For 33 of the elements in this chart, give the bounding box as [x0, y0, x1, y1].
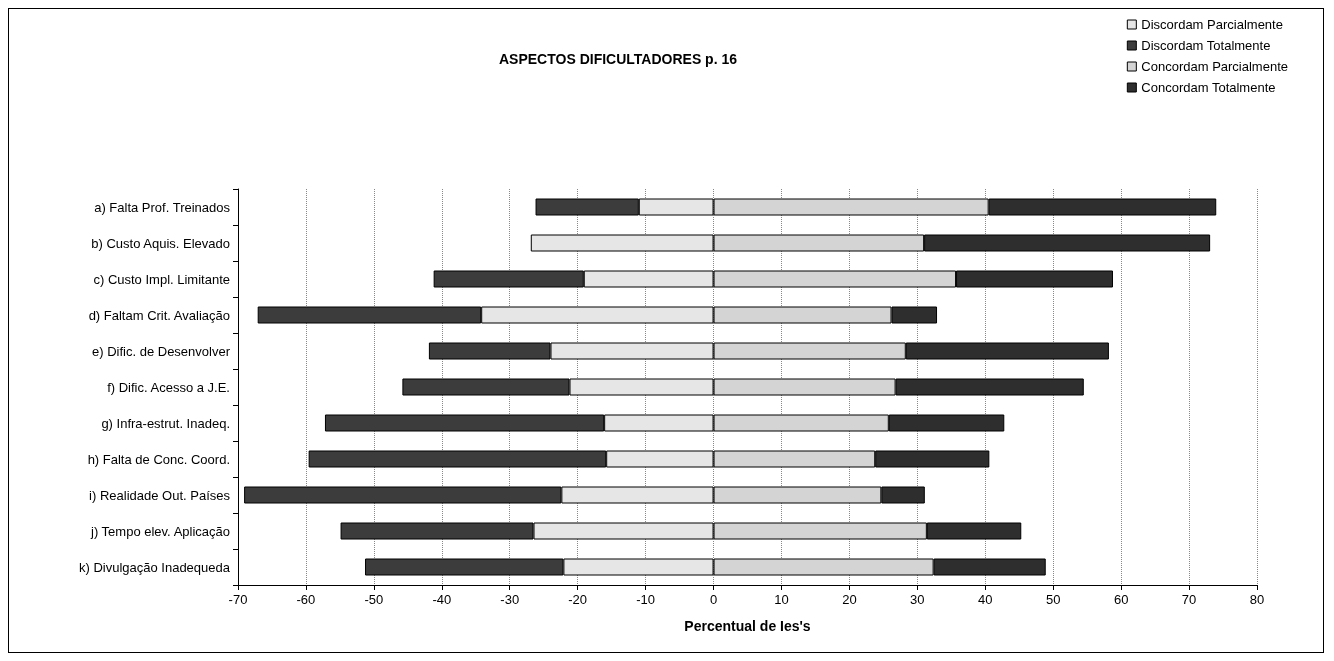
y-tick-label: c) Custo Impl. Limitante — [93, 271, 230, 287]
legend-label: Discordam Parcialmente — [1141, 17, 1283, 32]
y-tick-label: i) Realidade Out. Países — [89, 487, 231, 503]
x-tick-label: -40 — [432, 592, 452, 607]
x-tick-label: 50 — [1045, 592, 1061, 607]
x-tick-label: -70 — [228, 592, 248, 607]
y-tick-label: g) Infra-estrut. Inadeq. — [101, 415, 230, 431]
x-tick-label: 0 — [709, 592, 718, 607]
y-tick-label: f) Dific. Acesso a J.E. — [107, 379, 230, 395]
legend-label: Concordam Parcialmente — [1141, 59, 1289, 74]
x-tick-label: 70 — [1181, 592, 1197, 607]
y-tick-label: h) Falta de Conc. Coord. — [87, 451, 230, 467]
y-tick-label: k) Divulgação Inadequeda — [78, 559, 231, 575]
x-tick-label: -50 — [364, 592, 384, 607]
x-tick-label: 60 — [1113, 592, 1129, 607]
x-tick-label: -60 — [296, 592, 316, 607]
y-tick-label: e) Dific. de Desenvolver — [92, 343, 231, 359]
x-tick-label: 30 — [910, 592, 925, 607]
legend-label: Concordam Totalmente — [1141, 80, 1276, 95]
x-tick-label: -10 — [636, 592, 655, 607]
x-tick-label: 40 — [978, 592, 993, 607]
x-axis-title: Percentual de Ies's — [684, 618, 811, 634]
y-tick-label: a) Falta Prof. Treinados — [94, 199, 231, 215]
y-tick-label: d) Faltam Crit. Avaliação — [88, 307, 230, 323]
x-tick-label: -30 — [500, 592, 520, 607]
x-tick-label: -20 — [568, 592, 588, 607]
legend-label: Discordam Totalmente — [1141, 38, 1271, 53]
x-tick-label: 80 — [1249, 592, 1265, 607]
y-tick-label: b) Custo Aquis. Elevado — [91, 235, 230, 251]
x-tick-label: 10 — [774, 592, 789, 607]
x-tick-label: 20 — [842, 592, 857, 607]
chart-title: ASPECTOS DIFICULTADORES p. 16 — [499, 51, 738, 67]
y-tick-label: j) Tempo elev. Aplicação — [90, 523, 230, 539]
